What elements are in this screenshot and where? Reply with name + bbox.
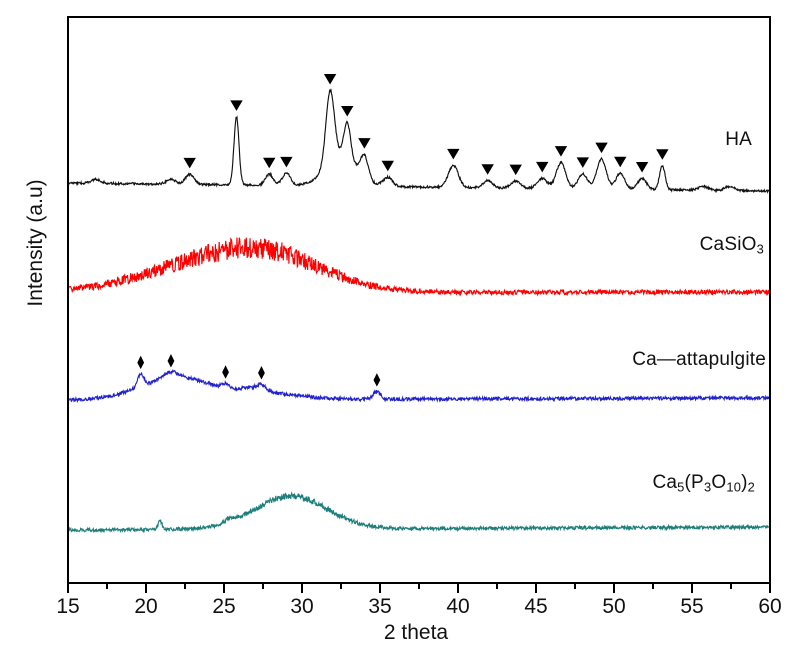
plot-frame xyxy=(67,16,771,584)
label-text: HA xyxy=(725,129,752,150)
down-triangle-marker xyxy=(263,157,276,169)
label-text: 10 xyxy=(726,479,742,495)
x-tick-label: 50 xyxy=(602,595,625,618)
series-label-ca5p3o10: Ca5(P3O10)2 xyxy=(652,472,755,495)
curve-ca-attapulgite xyxy=(69,368,769,404)
down-triangle-marker xyxy=(554,146,568,157)
label-text: Ca—attapulgite xyxy=(632,349,766,370)
x-tick-label: 15 xyxy=(56,595,79,618)
x-tick-label: 45 xyxy=(524,595,547,618)
label-text: 2 xyxy=(747,479,755,495)
label-text: 5 xyxy=(677,479,685,495)
down-triangle-marker xyxy=(230,100,243,111)
label-text: (P xyxy=(684,472,704,493)
x-tick-label: 35 xyxy=(368,595,391,618)
x-axis-tick-labels: 15 20 25 30 35 40 45 50 55 60 xyxy=(56,595,781,618)
label-text: CaSiO xyxy=(699,234,757,255)
x-tick-label: 30 xyxy=(290,595,313,618)
down-triangle-marker xyxy=(576,157,589,168)
x-tick-label: 55 xyxy=(680,595,703,618)
diamond-marker xyxy=(137,355,145,370)
x-axis-ticks xyxy=(67,583,771,593)
x-tick-label: 20 xyxy=(134,595,157,618)
x-tick-label: 40 xyxy=(446,595,469,618)
curve-casio3 xyxy=(69,237,769,297)
label-text: 3 xyxy=(756,241,764,257)
y-axis-title: Intensity (a.u) xyxy=(24,179,47,306)
series-label-casio3: CaSiO3 xyxy=(700,234,764,257)
curve-ha xyxy=(69,88,769,195)
down-triangle-marker xyxy=(481,164,494,175)
diamond-marker xyxy=(373,373,381,387)
diamond-marker xyxy=(222,365,229,379)
diamond-marker xyxy=(167,353,175,368)
peak-markers-layer xyxy=(137,74,669,387)
series-label-attapulgite: Ca—attapulgite xyxy=(632,349,766,371)
curve-ca5(p3o10)2 xyxy=(69,491,769,534)
diamond-marker xyxy=(258,366,265,380)
down-triangle-marker xyxy=(323,74,337,85)
down-triangle-marker xyxy=(595,142,608,154)
down-triangle-marker xyxy=(536,161,549,173)
down-triangle-marker xyxy=(183,157,196,169)
x-tick-label: 60 xyxy=(758,595,781,618)
label-text: ) xyxy=(741,472,748,493)
down-triangle-marker xyxy=(381,160,394,172)
series-label-ha: HA xyxy=(725,129,752,151)
curves-layer xyxy=(69,88,769,534)
label-text: 3 xyxy=(703,479,712,495)
down-triangle-marker xyxy=(447,148,460,160)
down-triangle-marker xyxy=(280,156,293,168)
label-text: Ca xyxy=(652,472,678,493)
down-triangle-marker xyxy=(509,164,522,176)
axes-frame xyxy=(67,16,771,584)
down-triangle-marker xyxy=(656,149,669,160)
down-triangle-marker xyxy=(614,156,627,168)
down-triangle-marker xyxy=(635,162,649,173)
x-axis-title: 2 theta xyxy=(384,621,449,644)
down-triangle-marker xyxy=(341,105,354,117)
label-text: O xyxy=(711,472,727,493)
down-triangle-marker xyxy=(358,138,371,149)
x-tick-label: 25 xyxy=(212,595,235,618)
